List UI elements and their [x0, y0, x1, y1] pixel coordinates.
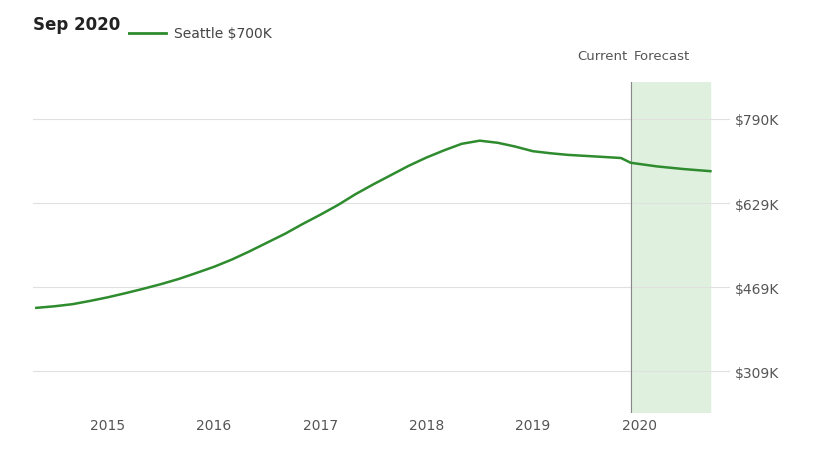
- Text: Sep 2020: Sep 2020: [33, 16, 120, 34]
- Text: Forecast: Forecast: [633, 50, 690, 63]
- Text: Seattle $700K: Seattle $700K: [174, 27, 272, 41]
- Bar: [630, 83, 710, 413]
- Text: Current: Current: [576, 50, 627, 63]
